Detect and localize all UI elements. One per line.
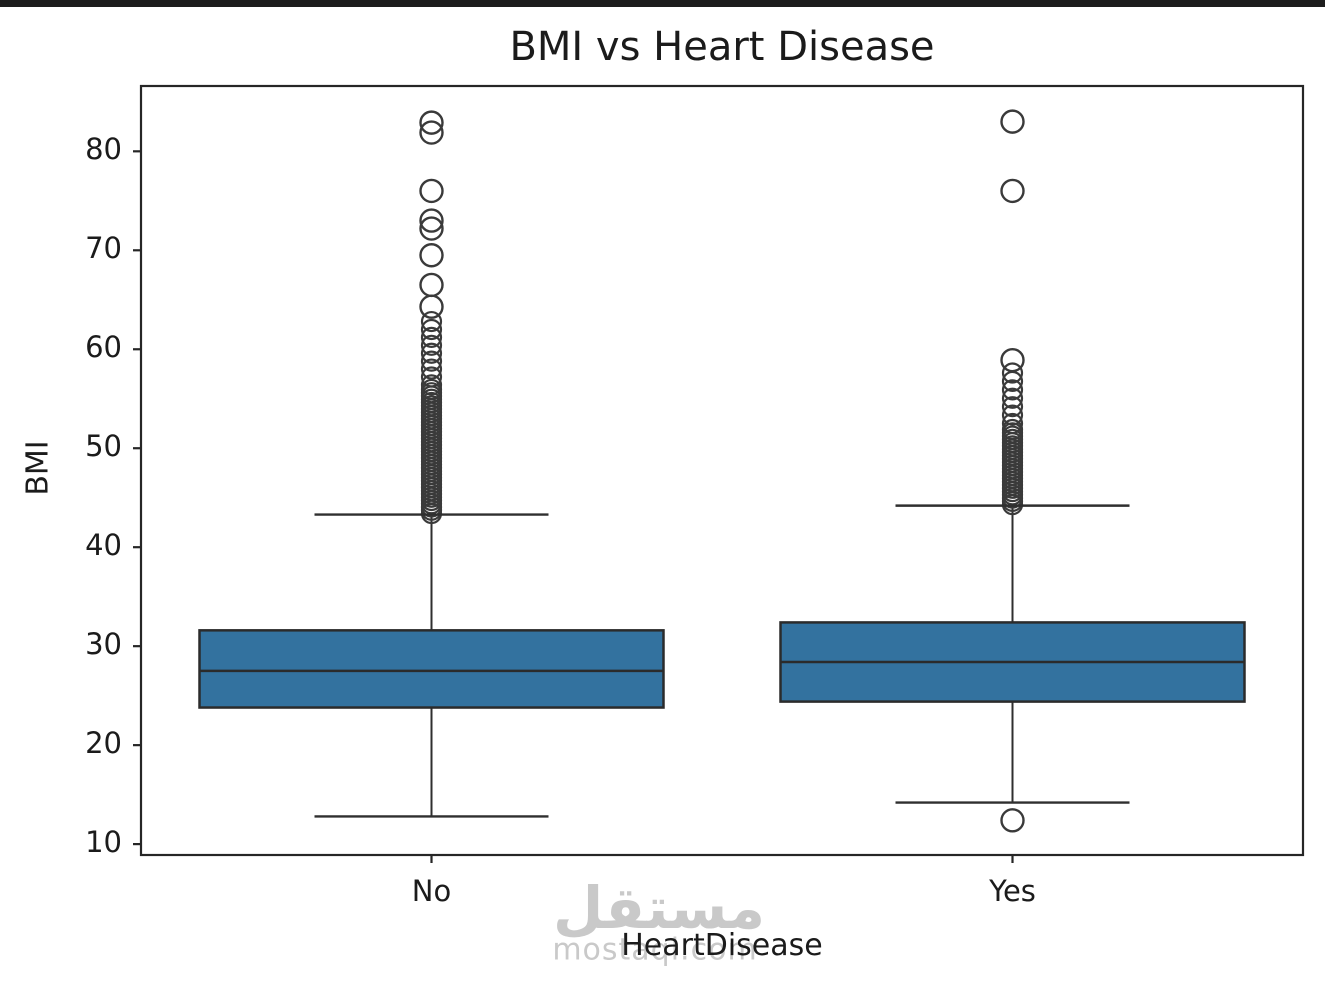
y-tick-label: 20 (85, 726, 122, 761)
plot-frame (139, 84, 1305, 857)
outlier-point-no (419, 110, 444, 135)
outlier-point-no (420, 358, 443, 380)
x-axis-label: HeartDisease (621, 928, 823, 963)
watermark-arabic: مستقل (552, 874, 766, 942)
watermark-latin: mostaql.com (552, 932, 758, 968)
outlier-point-yes (1000, 347, 1025, 373)
y-tick-label: 10 (85, 825, 122, 860)
y-tick-label: 50 (85, 429, 122, 464)
outlier-point-no (419, 272, 444, 298)
outlier-point-yes (1001, 362, 1024, 384)
y-tick-label: 70 (85, 231, 122, 266)
outlier-point-no (420, 326, 443, 348)
y-tick-label: 40 (85, 528, 122, 563)
box-no (198, 629, 665, 709)
outlier-point-yes (1001, 379, 1024, 401)
y-tick-label: 80 (85, 132, 122, 167)
outlier-point-yes (1001, 412, 1024, 435)
top-bar (0, 0, 1325, 7)
outlier-point-no (419, 216, 444, 241)
outlier-point-no (419, 120, 444, 145)
outlier-point-no (419, 208, 444, 233)
outlier-point-yes (1001, 404, 1024, 426)
outlier-point-no (420, 342, 443, 364)
outlier-point-yes (1000, 808, 1025, 833)
outlier-point-yes (1001, 396, 1024, 418)
x-tick-label-yes: Yes (989, 874, 1036, 908)
outlier-point-no (420, 318, 443, 341)
outlier-point-no (420, 310, 443, 333)
outlier-point-no (419, 243, 444, 268)
outlier-point-no (420, 374, 443, 396)
chart-title: BMI vs Heart Disease (509, 24, 935, 70)
y-tick-label: 30 (85, 627, 122, 662)
outlier-point-no (419, 294, 444, 319)
x-tick-label-no: No (411, 874, 452, 908)
outlier-point-no (420, 350, 443, 372)
y-tick-label: 60 (85, 330, 122, 365)
outlier-point-yes (1001, 387, 1024, 409)
outlier-point-yes (1001, 418, 1024, 441)
outlier-point-no (420, 334, 443, 356)
outlier-point-no (419, 178, 444, 204)
outlier-point-no (420, 366, 443, 388)
outlier-point-yes (1000, 109, 1025, 134)
outlier-point-yes (1000, 178, 1025, 204)
